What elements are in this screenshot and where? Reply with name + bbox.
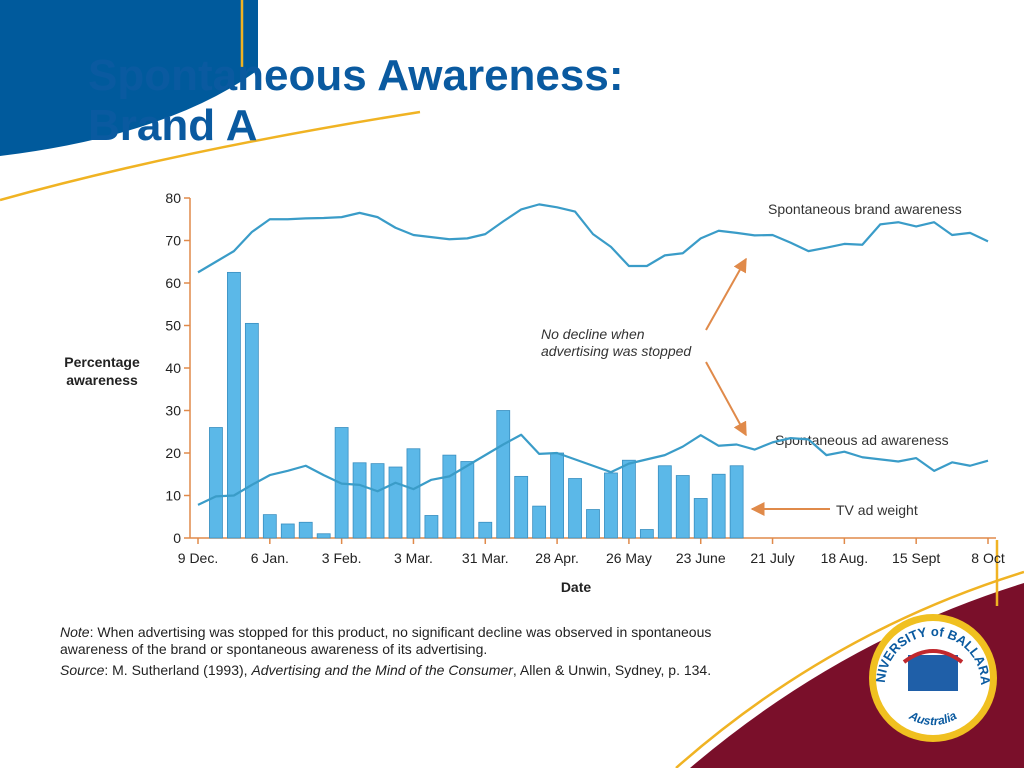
x-tick-label: 6 Jan.: [251, 550, 289, 566]
bar: [406, 448, 421, 539]
bar: [639, 529, 654, 539]
series-label: Spontaneous ad awareness: [775, 432, 949, 448]
logo-emblem: [902, 649, 964, 664]
bar: [514, 475, 529, 539]
source-text: , Allen & Unwin, Sydney, p. 134.: [513, 662, 711, 678]
bar: [729, 465, 744, 539]
bar: [280, 523, 295, 539]
source-text: Advertising and the Mind of the Consumer: [250, 662, 514, 678]
bar: [298, 521, 313, 539]
x-tick-label: 15 Sept: [892, 550, 940, 566]
title-line: Spontaneous Awareness:: [88, 51, 623, 100]
y-tick-label: 20: [165, 445, 181, 461]
annotation: No decline when: [541, 326, 645, 342]
line: [197, 433, 989, 506]
bar: [424, 515, 439, 539]
x-tick-label: 8 Oct: [971, 550, 1005, 566]
bar: [622, 459, 636, 539]
source: Source: M. Sutherland (1993), Advertisin…: [60, 662, 711, 678]
x-tick-label: 31 Mar.: [462, 550, 509, 566]
y-tick-label: 30: [165, 403, 181, 419]
y-tick-label: 50: [165, 318, 181, 334]
bar: [550, 452, 564, 539]
x-tick-label: 28 Apr.: [535, 550, 579, 566]
note-text: : When advertising was stopped for this …: [90, 624, 712, 640]
bar: [209, 427, 223, 539]
y-tick-label: 60: [165, 275, 181, 291]
bar: [657, 465, 672, 539]
series-label: TV ad weight: [836, 502, 918, 518]
bar: [478, 521, 493, 539]
source-text: : M. Sutherland (1993),: [104, 662, 251, 678]
y-tick-label: 40: [165, 360, 181, 376]
bar: [442, 454, 457, 539]
x-axis-label: Date: [561, 579, 592, 595]
bar: [316, 533, 331, 539]
arrow: [705, 257, 747, 331]
decor-line: [675, 570, 1024, 769]
x-tick-label: 21 July: [750, 550, 794, 566]
bar: [388, 466, 403, 539]
note: Note: When advertising was stopped for t…: [60, 624, 711, 657]
bar: [262, 514, 277, 539]
y-tick-label: 70: [165, 233, 181, 249]
logo-text: Australia: [906, 708, 959, 728]
y-axis-label: Percentage awareness: [64, 354, 140, 388]
bar: [352, 462, 367, 539]
bar: [711, 473, 726, 539]
y-tick-label: 80: [165, 190, 181, 206]
bar: [604, 472, 618, 539]
bar: [227, 271, 241, 539]
x-tick-label: 26 May: [606, 550, 652, 566]
bar: [693, 498, 708, 539]
annotation: advertising was stopped: [541, 343, 692, 359]
title-line: Brand A: [88, 101, 258, 150]
bar: [370, 463, 385, 539]
decor-line: [0, 110, 421, 202]
y-tick-label: 10: [165, 488, 181, 504]
bar: [532, 505, 547, 539]
logo-text: Australia: [906, 708, 959, 728]
slide-title: Spontaneous Awareness: Brand A: [88, 51, 623, 150]
note-label: Note: [60, 624, 90, 640]
bar: [586, 509, 600, 539]
note-text: awareness of the brand or spontaneous aw…: [60, 641, 487, 657]
bar: [568, 478, 582, 539]
y-tick-label: 0: [173, 530, 181, 546]
bar: [675, 475, 690, 539]
corner-shape: [0, 0, 258, 156]
logo-emblem: [908, 655, 958, 691]
label-line: Percentage: [64, 354, 140, 370]
bar: [244, 322, 259, 539]
bar: [496, 410, 511, 539]
source-label: Source: [60, 662, 105, 678]
bar: [460, 461, 475, 539]
label-line: awareness: [66, 372, 138, 388]
x-tick-label: 9 Dec.: [178, 550, 218, 566]
arrow: [705, 361, 747, 437]
x-tick-label: 3 Mar.: [394, 550, 433, 566]
x-tick-label: 23 June: [676, 550, 726, 566]
series-label: Spontaneous brand awareness: [768, 201, 962, 217]
x-tick-label: 18 Aug.: [821, 550, 869, 566]
line: [197, 203, 989, 274]
x-tick-label: 3 Feb.: [322, 550, 362, 566]
